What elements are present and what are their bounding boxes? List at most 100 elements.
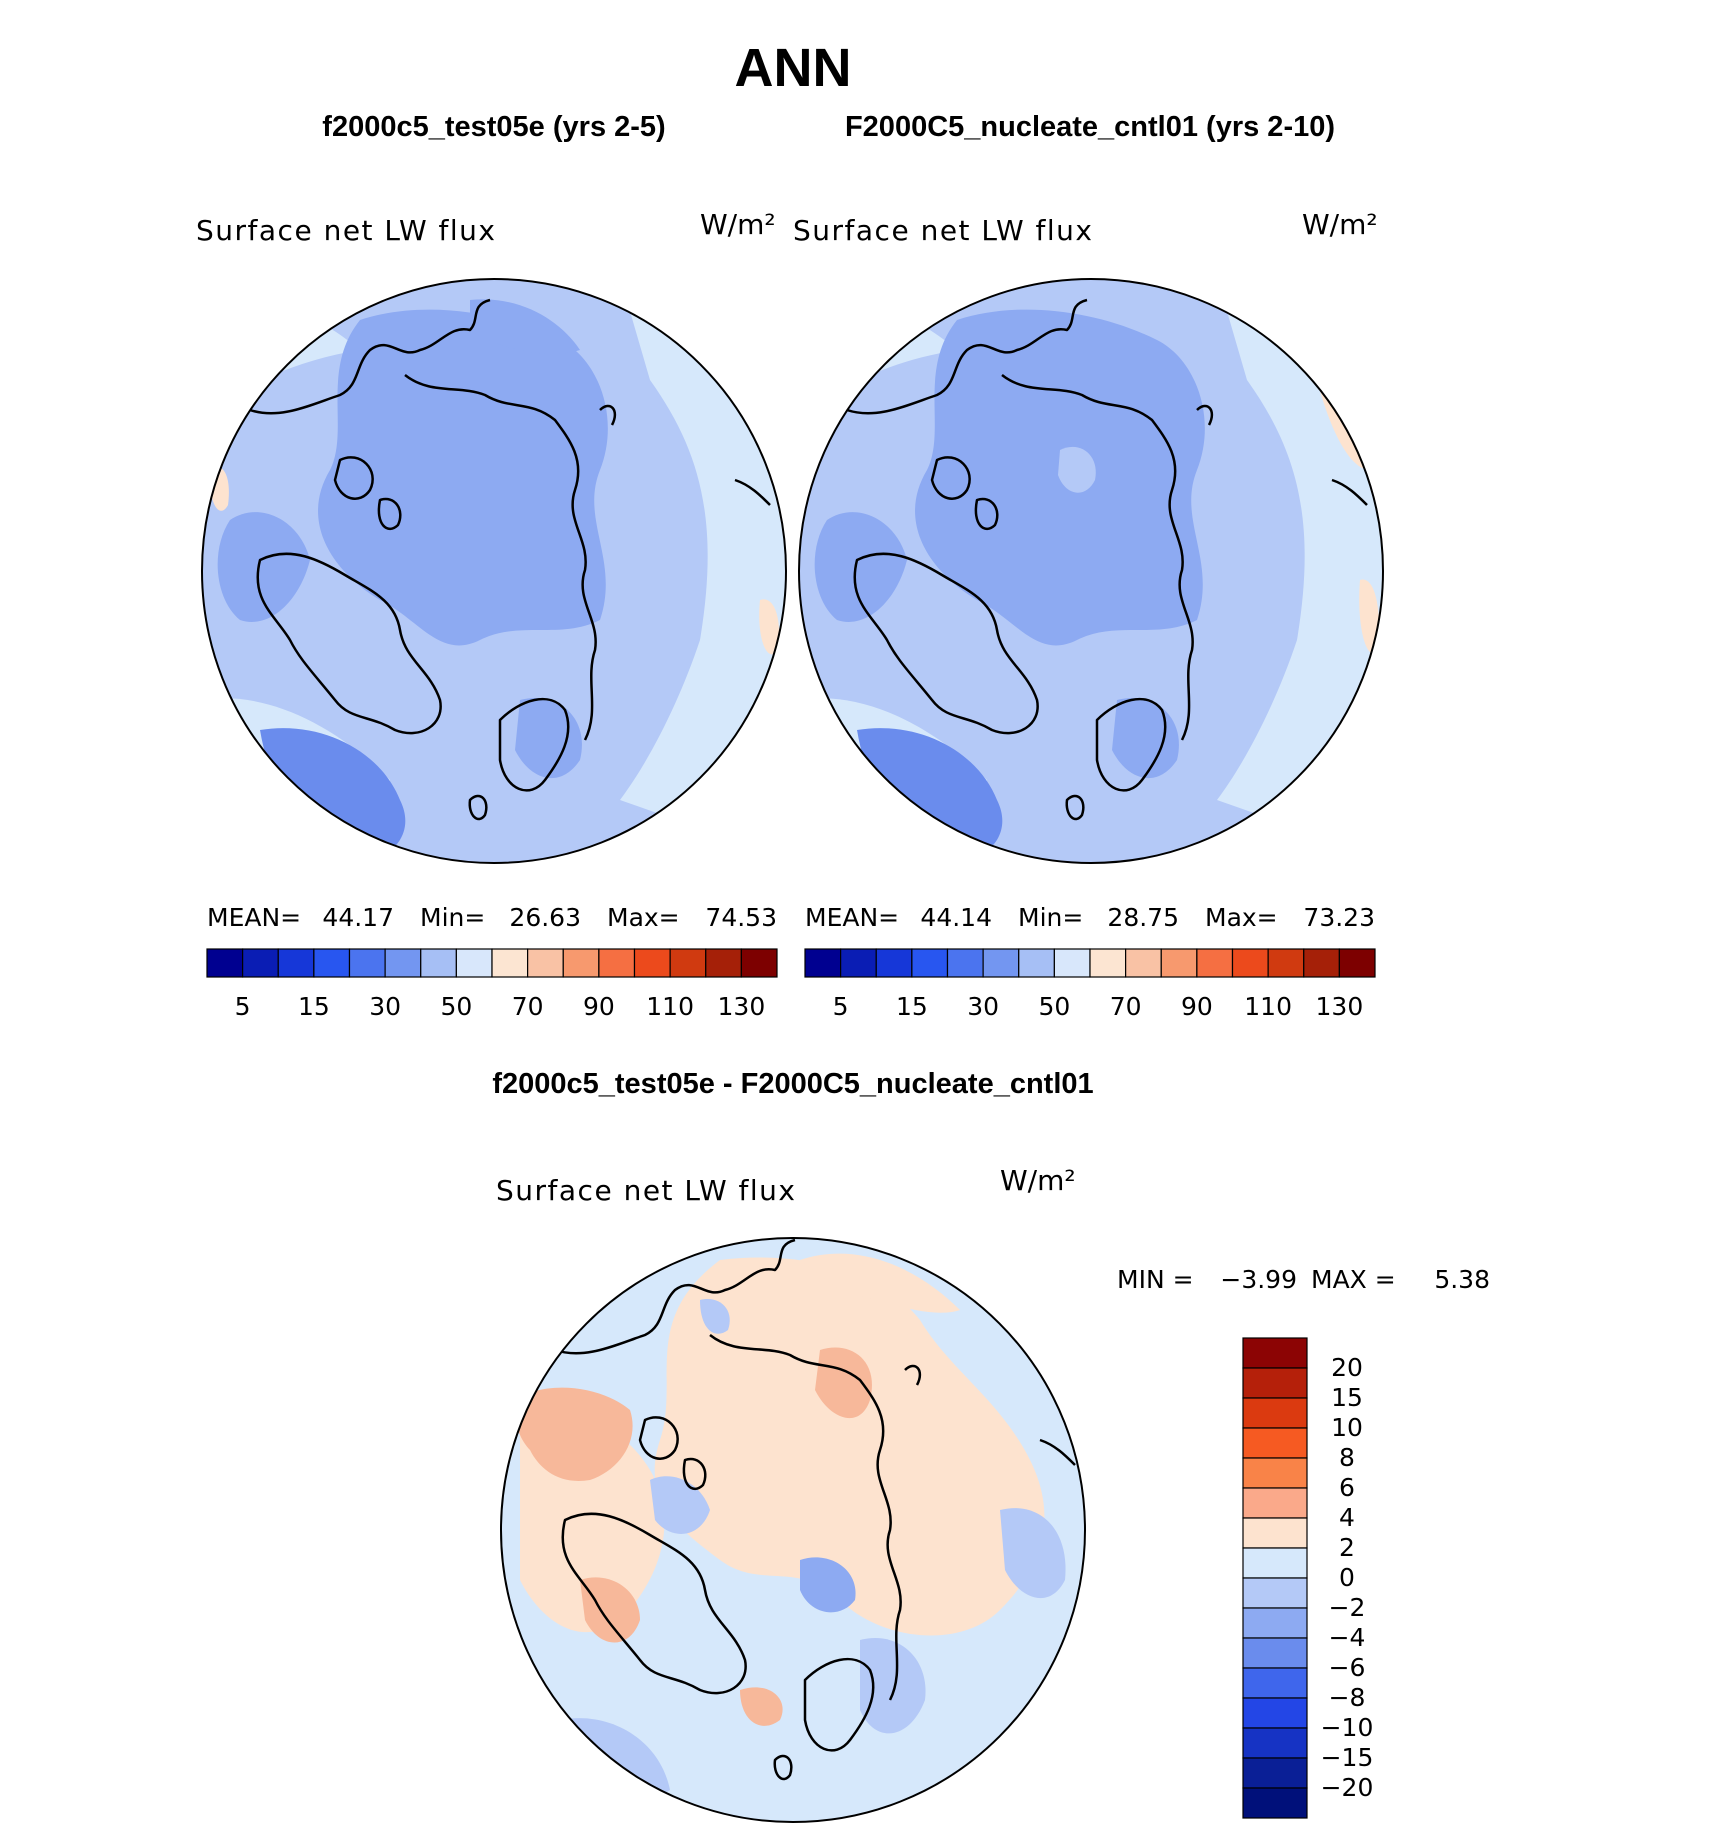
colorbar-cell bbox=[1242, 1667, 1308, 1699]
colorbar-tick-label: 4 bbox=[1339, 1503, 1355, 1532]
colorbar-cell bbox=[1242, 1547, 1308, 1579]
colorbar-cell bbox=[562, 948, 600, 978]
panel-1-stats: MEAN= 44.17 Min= 26.63 Max= 74.53 bbox=[207, 903, 777, 932]
panel-1-max-label: Max= bbox=[607, 903, 680, 932]
colorbar-cell bbox=[946, 948, 984, 978]
colorbar-cell bbox=[875, 948, 913, 978]
colorbar-cell bbox=[1196, 948, 1234, 978]
colorbar-tick-label: 5 bbox=[235, 992, 251, 1021]
colorbar-cell bbox=[740, 948, 778, 978]
panel-3-variable: Surface net LW flux bbox=[496, 1174, 797, 1207]
colorbar-tick-label: 90 bbox=[1181, 992, 1213, 1021]
panel-2-title: F2000C5_nucleate_cntl01 (yrs 2-10) bbox=[845, 111, 1335, 143]
page-title: ANN bbox=[735, 38, 852, 98]
panel-1-mean-label: MEAN= bbox=[207, 903, 301, 932]
map-2-warm-patch bbox=[1359, 579, 1380, 654]
colorbar-cell bbox=[598, 948, 636, 978]
colorbar-cell bbox=[1242, 1367, 1308, 1399]
panel-2-min-value: 28.75 bbox=[1107, 903, 1179, 932]
panel-1-units: W/m² bbox=[700, 208, 776, 241]
map-1-coastline bbox=[404, 374, 597, 741]
map-3-cool-region bbox=[860, 1638, 926, 1734]
colorbar-tick-label: 30 bbox=[967, 992, 999, 1021]
colorbar-tick-label: 0 bbox=[1339, 1563, 1355, 1592]
colorbar-cell bbox=[804, 948, 842, 978]
map-2-coastline bbox=[853, 552, 1039, 735]
colorbar-cell bbox=[206, 948, 244, 978]
map-2-coastline bbox=[930, 456, 971, 500]
map-1-coastline bbox=[333, 456, 374, 500]
colorbar-tick-label: −20 bbox=[1321, 1773, 1374, 1802]
colorbar-tick-label: −2 bbox=[1329, 1593, 1366, 1622]
colorbar-cell bbox=[1242, 1697, 1308, 1729]
colorbar-cell bbox=[313, 948, 351, 978]
colorbar-cell bbox=[1053, 948, 1091, 978]
colorbar-cell bbox=[669, 948, 707, 978]
map-3-coastline bbox=[554, 1238, 796, 1355]
map-2-coastline bbox=[1331, 478, 1368, 506]
map-2-coastline bbox=[1196, 404, 1214, 426]
map-3-coastline bbox=[773, 1754, 793, 1781]
colorbar-tick-label: 110 bbox=[646, 992, 694, 1021]
map-3-warm-strong bbox=[740, 1687, 783, 1726]
panel-3-min-value: −3.99 bbox=[1220, 1265, 1297, 1294]
colorbar-cell bbox=[1242, 1577, 1308, 1609]
colorbar-tick-label: 30 bbox=[369, 992, 401, 1021]
map-3-coastline bbox=[638, 1416, 679, 1460]
colorbar-tick-label: 10 bbox=[1331, 1413, 1363, 1442]
map-1-border bbox=[201, 278, 787, 864]
map-panel-1 bbox=[201, 278, 787, 864]
colorbar-1: 5 15 30 50 70 90 110 130 bbox=[206, 948, 778, 1021]
panel-1-variable: Surface net LW flux bbox=[196, 214, 497, 247]
map-3-cool-region bbox=[1000, 1508, 1066, 1599]
colorbar-2: 5 15 30 50 70 90 110 130 bbox=[804, 948, 1376, 1021]
colorbar-tick-label: 2 bbox=[1339, 1533, 1355, 1562]
map-1-coastline bbox=[256, 552, 442, 735]
map-2-deep-region bbox=[857, 728, 1003, 862]
map-3-warm-region bbox=[800, 1253, 960, 1313]
map-1-coastline bbox=[734, 478, 771, 506]
colorbar-cell bbox=[911, 948, 949, 978]
colorbar-cell bbox=[1267, 948, 1305, 978]
panel-3-stats: MIN = −3.99 MAX = 5.38 bbox=[1117, 1265, 1490, 1294]
map-2-coastline bbox=[1001, 374, 1194, 741]
panel-2-mean-label: MEAN= bbox=[805, 903, 899, 932]
colorbar-cell bbox=[277, 948, 315, 978]
colorbar-tick-label: −8 bbox=[1329, 1683, 1366, 1712]
colorbar-tick-label: −15 bbox=[1321, 1743, 1374, 1772]
colorbar-tick-label: 50 bbox=[1038, 992, 1070, 1021]
map-1-coastline bbox=[599, 404, 617, 426]
colorbar-cell bbox=[527, 948, 564, 978]
colorbar-cell bbox=[1242, 1607, 1308, 1639]
map-1-land-band bbox=[217, 512, 310, 622]
map-2-coastline bbox=[1065, 794, 1085, 821]
map-3-warm-strong bbox=[514, 1387, 633, 1481]
map-3-coastline bbox=[904, 1364, 922, 1386]
colorbar-cell bbox=[1242, 1337, 1308, 1369]
colorbar-cell bbox=[1242, 1397, 1308, 1429]
colorbar-cell bbox=[1242, 1727, 1308, 1759]
colorbar-tick-label: 6 bbox=[1339, 1473, 1355, 1502]
colorbar-cell bbox=[1242, 1427, 1308, 1459]
map-3-coastline bbox=[561, 1512, 747, 1695]
colorbar-tick-label: −6 bbox=[1329, 1653, 1366, 1682]
map-2-coastline bbox=[1095, 697, 1167, 792]
map-1-warm-patch bbox=[759, 599, 780, 655]
map-3-coastline bbox=[682, 1457, 707, 1491]
map-3-coastline bbox=[1039, 1438, 1076, 1466]
colorbar-tick-label: 130 bbox=[718, 992, 766, 1021]
colorbar-cell bbox=[1018, 948, 1055, 978]
colorbar-cell bbox=[420, 948, 457, 978]
colorbar-tick-label: −10 bbox=[1321, 1713, 1374, 1742]
map-1-land-band bbox=[515, 698, 582, 779]
colorbar-cell bbox=[1242, 1487, 1308, 1519]
colorbar-cell bbox=[455, 948, 493, 978]
colorbar-cell bbox=[384, 948, 422, 978]
map-2-land-band bbox=[814, 512, 907, 622]
map-3-border bbox=[500, 1237, 1086, 1823]
colorbar-tick-label: 130 bbox=[1316, 992, 1364, 1021]
colorbar-tick-label: 15 bbox=[896, 992, 928, 1021]
panel-3-title: f2000c5_test05e - F2000C5_nucleate_cntl0… bbox=[492, 1068, 1093, 1100]
colorbar-cell bbox=[1242, 1457, 1308, 1489]
colorbar-cell bbox=[1231, 948, 1269, 978]
